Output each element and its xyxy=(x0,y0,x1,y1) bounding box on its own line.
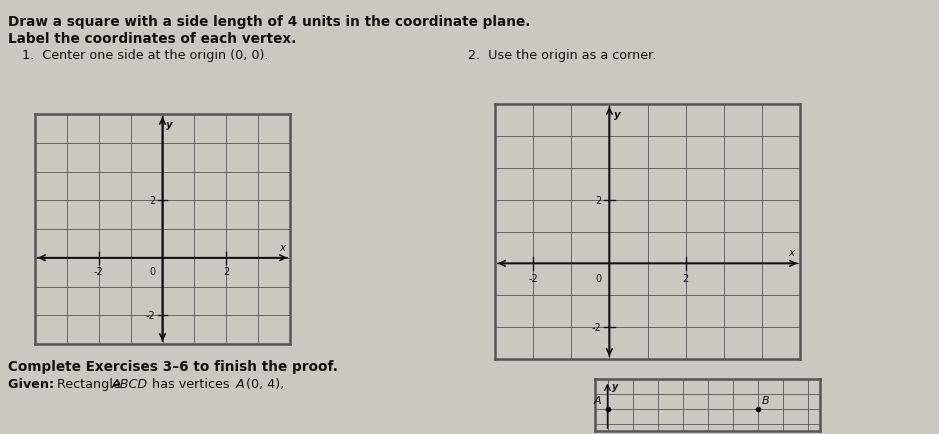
Text: A: A xyxy=(593,395,601,404)
Text: (0, 4),: (0, 4), xyxy=(246,377,285,390)
Text: B: B xyxy=(762,395,770,404)
Text: x: x xyxy=(279,243,285,253)
Text: -2: -2 xyxy=(592,322,601,332)
Text: x: x xyxy=(788,247,793,257)
Text: Label the coordinates of each vertex.: Label the coordinates of each vertex. xyxy=(8,32,296,46)
Text: A: A xyxy=(236,377,245,390)
Text: ABCD: ABCD xyxy=(112,377,148,390)
Text: 0: 0 xyxy=(149,267,156,277)
Text: y: y xyxy=(614,110,621,120)
Text: 2: 2 xyxy=(149,196,156,206)
Text: y: y xyxy=(612,381,619,391)
Text: -2: -2 xyxy=(529,273,538,283)
Text: -2: -2 xyxy=(146,311,156,321)
Text: 1.  Center one side at the origin (0, 0).: 1. Center one side at the origin (0, 0). xyxy=(22,49,269,62)
Text: has vertices: has vertices xyxy=(148,377,234,390)
Text: Given:: Given: xyxy=(8,377,58,390)
Text: 2: 2 xyxy=(683,273,688,283)
Text: 2: 2 xyxy=(595,195,601,205)
Text: Draw a square with a side length of 4 units in the coordinate plane.: Draw a square with a side length of 4 un… xyxy=(8,15,531,29)
Text: 0: 0 xyxy=(595,273,601,283)
Text: 2: 2 xyxy=(223,267,229,277)
Text: -2: -2 xyxy=(94,267,103,277)
Text: y: y xyxy=(166,119,173,129)
Text: 2.  Use the origin as a corner.: 2. Use the origin as a corner. xyxy=(468,49,656,62)
Text: Rectangle: Rectangle xyxy=(57,377,125,390)
Text: Complete Exercises 3–6 to finish the proof.: Complete Exercises 3–6 to finish the pro… xyxy=(8,359,338,373)
